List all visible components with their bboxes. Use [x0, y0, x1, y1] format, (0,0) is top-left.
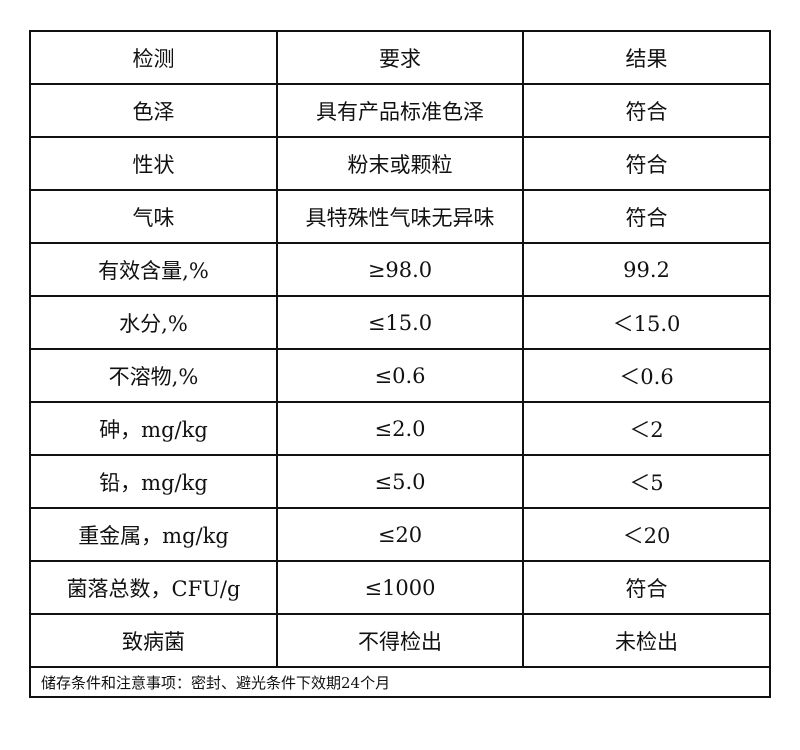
- table-row: 不溶物,% ≤0.6 ＜0.6: [29, 348, 771, 403]
- table-row: 水分,% ≤15.0 ＜15.0: [29, 295, 771, 350]
- cell-requirement: 具有产品标准色泽: [276, 83, 524, 138]
- cell-requirement: ≤1000: [276, 560, 524, 615]
- cell-item: 色泽: [29, 83, 278, 138]
- cell-result: 符合: [522, 83, 771, 138]
- cell-result: 符合: [522, 560, 771, 615]
- inspection-table: 检测 要求 结果 色泽 具有产品标准色泽 符合 性状 粉末或颗粒 符合 气味 具特殊性气味无异…: [29, 30, 771, 698]
- table-row: 重金属，mg/kg ≤20 ＜20: [29, 507, 771, 562]
- cell-requirement: ≥98.0: [276, 242, 524, 297]
- header-cell-test: 检测: [29, 30, 278, 85]
- cell-result: 符合: [522, 136, 771, 191]
- cell-requirement: ≤20: [276, 507, 524, 562]
- cell-result: ＜2: [522, 401, 771, 456]
- cell-result: 未检出: [522, 613, 771, 668]
- cell-result: ＜20: [522, 507, 771, 562]
- cell-item: 不溶物,%: [29, 348, 278, 403]
- cell-item: 砷，mg/kg: [29, 401, 278, 456]
- cell-result: ＜0.6: [522, 348, 771, 403]
- header-cell-result: 结果: [522, 30, 771, 85]
- footer-row: 储存条件和注意事项：密封、避光条件下效期24个月: [29, 666, 771, 698]
- cell-result: ＜5: [522, 454, 771, 509]
- table-header-row: 检测 要求 结果: [29, 30, 771, 85]
- cell-item: 气味: [29, 189, 278, 244]
- table-row: 砷，mg/kg ≤2.0 ＜2: [29, 401, 771, 456]
- table-row: 铅，mg/kg ≤5.0 ＜5: [29, 454, 771, 509]
- header-cell-requirement: 要求: [276, 30, 524, 85]
- table-row: 菌落总数，CFU/g ≤1000 符合: [29, 560, 771, 615]
- cell-requirement: 具特殊性气味无异味: [276, 189, 524, 244]
- cell-requirement: 粉末或颗粒: [276, 136, 524, 191]
- table-row: 色泽 具有产品标准色泽 符合: [29, 83, 771, 138]
- cell-result: 99.2: [522, 242, 771, 297]
- cell-result: ＜15.0: [522, 295, 771, 350]
- table-row: 有效含量,% ≥98.0 99.2: [29, 242, 771, 297]
- table-row: 气味 具特殊性气味无异味 符合: [29, 189, 771, 244]
- cell-requirement: ≤2.0: [276, 401, 524, 456]
- cell-item: 有效含量,%: [29, 242, 278, 297]
- table-row: 致病菌 不得检出 未检出: [29, 613, 771, 668]
- cell-item: 铅，mg/kg: [29, 454, 278, 509]
- cell-requirement: ≤0.6: [276, 348, 524, 403]
- cell-requirement: ≤15.0: [276, 295, 524, 350]
- storage-note: 储存条件和注意事项：密封、避光条件下效期24个月: [29, 666, 771, 698]
- cell-item: 重金属，mg/kg: [29, 507, 278, 562]
- cell-item: 菌落总数，CFU/g: [29, 560, 278, 615]
- cell-requirement: ≤5.0: [276, 454, 524, 509]
- cell-item: 性状: [29, 136, 278, 191]
- cell-requirement: 不得检出: [276, 613, 524, 668]
- cell-item: 水分,%: [29, 295, 278, 350]
- cell-item: 致病菌: [29, 613, 278, 668]
- table-row: 性状 粉末或颗粒 符合: [29, 136, 771, 191]
- cell-result: 符合: [522, 189, 771, 244]
